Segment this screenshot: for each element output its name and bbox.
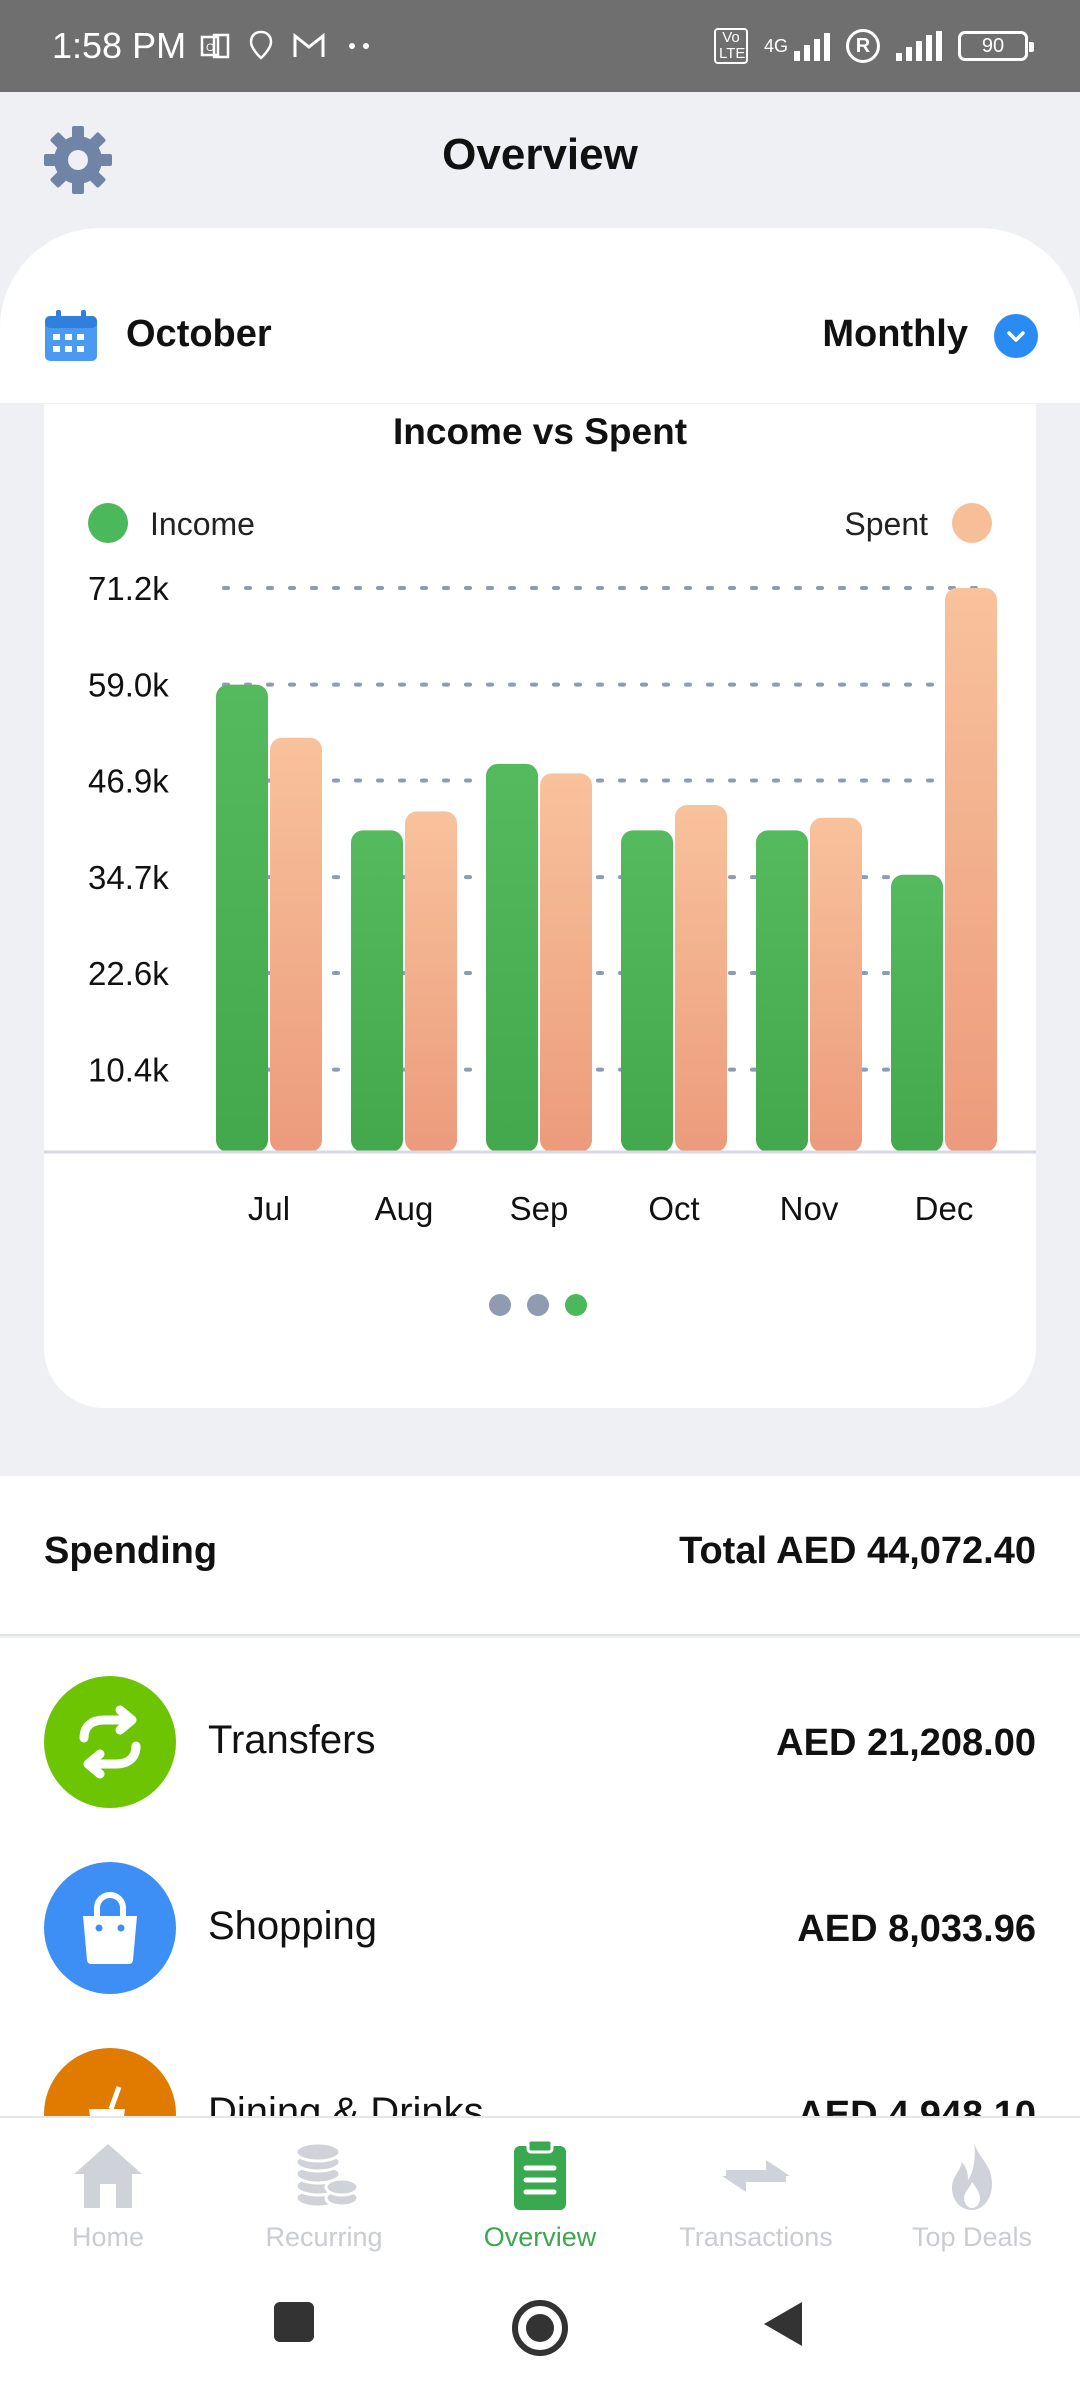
status-bar: 1:58 PM O Vo LTE 4G R 90 [0, 0, 1080, 92]
nav-label: Transactions [679, 2222, 833, 2252]
bar-spent-jul[interactable] [270, 737, 322, 1152]
nav-label: Top Deals [911, 2222, 1033, 2252]
bottom-navigation: Home Recurring Overview Transactions Top… [0, 2116, 1080, 2256]
gmail-icon [293, 32, 325, 57]
bar-income-aug[interactable] [351, 830, 403, 1152]
pager-dot[interactable] [527, 1294, 549, 1316]
chevron-down-icon[interactable] [994, 314, 1038, 358]
coins-icon [294, 2141, 360, 2209]
x-tick-label: Jul [248, 1190, 290, 1227]
spending-title: Spending [44, 1530, 218, 1572]
bar-income-jul[interactable] [216, 684, 268, 1152]
y-tick-label: 71.2k [88, 570, 169, 607]
transfer-arrows-icon [722, 2160, 790, 2192]
bar-income-nov[interactable] [756, 830, 808, 1152]
income-vs-spent-chart-card: Income vs Spent Income Spent 71.2k 59.0k 4… [44, 404, 1036, 1408]
legend-spent-swatch [952, 503, 992, 543]
x-tick-label: Aug [375, 1190, 434, 1227]
legend-spent-label: Spent [844, 506, 928, 542]
list-item-amount: AED 21,208.00 [776, 1722, 1036, 1764]
home-circle-icon[interactable] [510, 2298, 570, 2358]
signal-icon [794, 31, 830, 61]
bar-spent-oct[interactable] [675, 805, 727, 1152]
selected-month[interactable]: October [126, 313, 272, 355]
flame-icon [952, 2142, 992, 2210]
page-title: Overview [442, 130, 638, 179]
list-item-shopping[interactable]: Shopping AED 8,033.96 [0, 1824, 1080, 2010]
chart-title: Income vs Spent [393, 411, 687, 452]
list-item-amount: AED 8,033.96 [797, 1908, 1036, 1950]
calendar-icon[interactable] [44, 310, 98, 362]
nav-label: Recurring [265, 2222, 383, 2252]
roaming-icon: R [846, 29, 880, 63]
list-item-amount: AED 4,948.10 [797, 2094, 1036, 2118]
bar-income-sep[interactable] [486, 763, 538, 1152]
svg-text:O: O [206, 42, 215, 54]
shopping-bag-icon [44, 1862, 176, 1994]
nav-recurring[interactable]: Recurring [216, 2118, 432, 2258]
clock: 1:58 PM [52, 25, 187, 66]
nav-home[interactable]: Home [0, 2118, 216, 2258]
back-triangle-icon[interactable] [760, 2300, 804, 2348]
bar-spent-sep[interactable] [540, 773, 592, 1152]
notification-icons: O [200, 30, 374, 62]
app-header: Overview [0, 92, 1080, 222]
nav-label: Home [71, 2222, 145, 2252]
gear-icon[interactable] [42, 124, 114, 196]
system-navigation-bar [0, 2256, 1080, 2400]
clipboard-icon [514, 2140, 566, 2210]
spending-list: Transfers AED 21,208.00 Shopping AED 8,0… [0, 1638, 1080, 2118]
list-item-transfers[interactable]: Transfers AED 21,208.00 [0, 1638, 1080, 1824]
nav-transactions[interactable]: Transactions [648, 2118, 864, 2258]
legend-income-label: Income [150, 506, 255, 542]
x-tick-label: Sep [510, 1190, 569, 1227]
bar-spent-nov[interactable] [810, 817, 862, 1152]
nav-overview[interactable]: Overview [432, 2118, 648, 2258]
bar-spent-aug[interactable] [405, 811, 457, 1152]
signal-icon-2 [896, 31, 942, 61]
y-tick-label: 22.6k [88, 955, 169, 992]
nav-label: Overview [483, 2222, 597, 2252]
network-label: 4G [763, 35, 788, 56]
pager-dot[interactable] [565, 1294, 587, 1316]
list-item-label: Transfers [208, 1718, 376, 1762]
x-tick-label: Dec [915, 1190, 974, 1227]
y-tick-label: 34.7k [88, 859, 169, 896]
spending-header: Spending Total AED 44,072.40 [0, 1476, 1080, 1636]
list-item-label: Shopping [208, 1904, 378, 1948]
list-item-dining[interactable]: Dining & Drinks AED 4,948.10 [0, 2010, 1080, 2118]
spending-total: Total AED 44,072.40 [679, 1530, 1036, 1572]
y-tick-label: 46.9k [88, 762, 169, 799]
list-item-label: Dining & Drinks [208, 2090, 484, 2118]
recents-square-icon[interactable] [272, 2300, 316, 2344]
battery-level: 90 [981, 34, 1005, 57]
y-tick-label: 10.4k [88, 1052, 169, 1089]
legend-income-swatch [88, 503, 128, 543]
bar-income-dec[interactable] [891, 874, 943, 1152]
nav-top-deals[interactable]: Top Deals [864, 2118, 1080, 2258]
battery-icon: 90 [958, 31, 1034, 61]
system-indicators: Vo LTE 4G R 90 [713, 28, 1034, 64]
volte-badge: Vo LTE [713, 28, 748, 64]
home-icon [74, 2144, 142, 2208]
income-vs-spent-chart: Income vs Spent Income Spent 71.2k 59.0k 4… [44, 411, 1036, 1316]
period-selector-card: October Monthly [0, 228, 1080, 403]
outlook-icon: O [200, 33, 230, 59]
more-dots-icon [349, 43, 370, 49]
x-tick-label: Oct [648, 1190, 699, 1227]
location-icon [249, 30, 273, 60]
bar-income-oct[interactable] [621, 830, 673, 1152]
bar-spent-dec[interactable] [945, 588, 997, 1152]
y-tick-label: 59.0k [88, 667, 169, 704]
transfer-icon [44, 1676, 176, 1808]
x-tick-label: Nov [780, 1190, 839, 1227]
period-dropdown[interactable]: Monthly [822, 313, 968, 355]
dining-icon [44, 2048, 176, 2118]
pager-dot[interactable] [489, 1294, 511, 1316]
